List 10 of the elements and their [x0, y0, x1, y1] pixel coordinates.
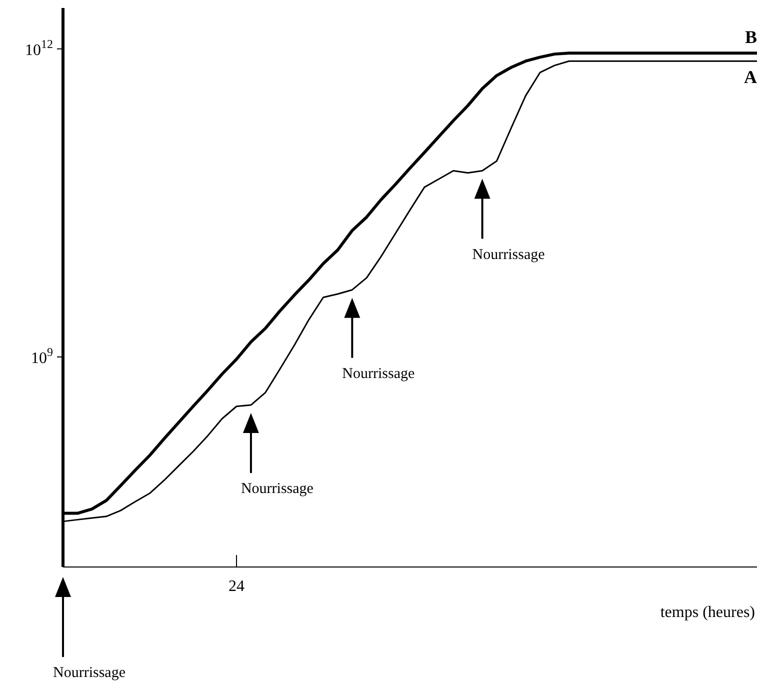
- x-tick-label: 24: [228, 578, 244, 595]
- annotation: Nourrissage: [342, 366, 415, 382]
- series-label: A: [744, 67, 757, 88]
- series-label: B: [744, 27, 757, 48]
- annotation: Nourrissage: [472, 246, 546, 263]
- x-axis-title: temps (heures): [660, 604, 755, 621]
- y-tick-label: 10$^{9}$: [31, 344, 53, 367]
- y-tick-label: 10$^{12}$: [25, 36, 53, 59]
- annotation: Nourrissage: [240, 481, 314, 498]
- text: Nourrissage: [53, 665, 126, 681]
